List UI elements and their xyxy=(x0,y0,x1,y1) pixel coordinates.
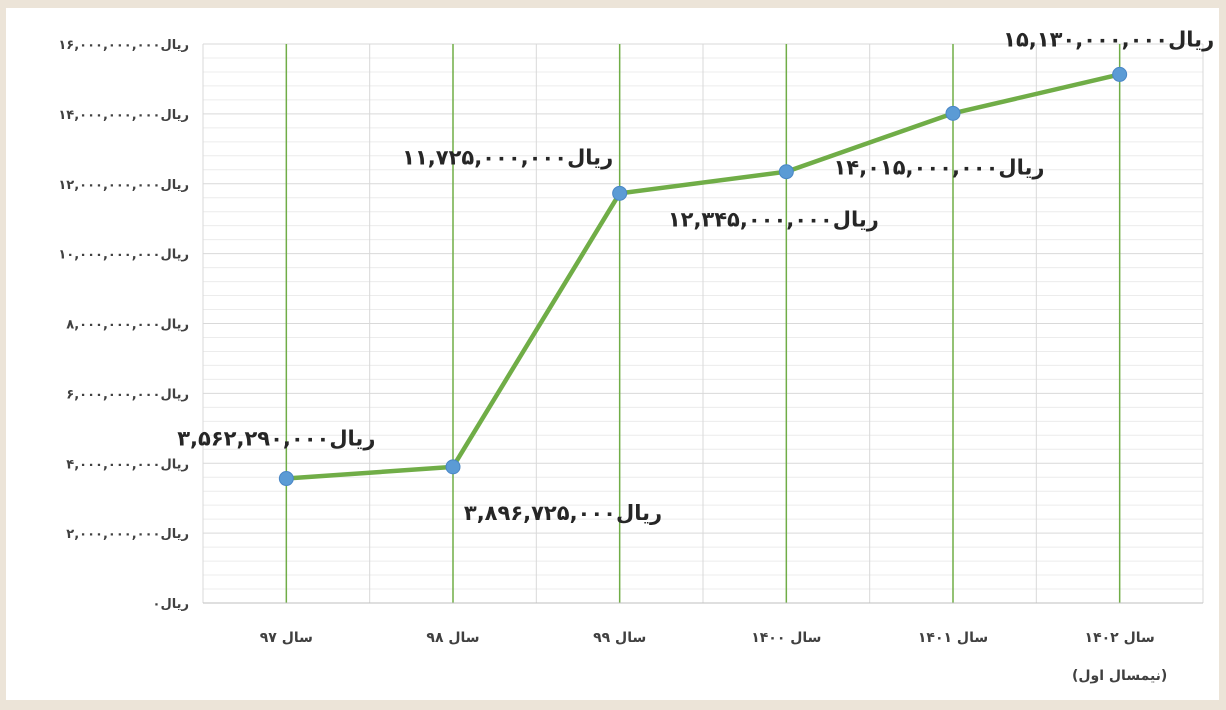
data-label: ریال۱۱,۷۲۵,۰۰۰,۰۰۰ xyxy=(402,145,613,169)
data-label: ریال۳,۵۶۲,۲۹۰,۰۰۰ xyxy=(177,427,375,451)
x-tick-label: سال ۱۴۰۲ xyxy=(1085,630,1155,646)
y-tick-label: ریال۱۲,۰۰۰,۰۰۰,۰۰۰ xyxy=(58,178,189,193)
x-tick-label: سال ۹۹ xyxy=(593,630,646,646)
y-tick-label: ریال۱۰,۰۰۰,۰۰۰,۰۰۰ xyxy=(58,248,189,263)
category-lines xyxy=(285,44,1121,603)
data-point-marker xyxy=(778,164,794,180)
plot-background xyxy=(6,8,1219,700)
y-tick-label: ریال۶,۰۰۰,۰۰۰,۰۰۰ xyxy=(66,387,189,402)
data-point-marker xyxy=(945,105,961,121)
major-gridlines xyxy=(202,43,1204,604)
data-point-marker xyxy=(278,471,294,487)
data-labels: ریال۳,۵۶۲,۲۹۰,۰۰۰ ریال۳,۸۹۶,۷۲۵,۰۰۰ ریال۱۱… xyxy=(177,27,1214,524)
y-tick-label: ریال۴,۰۰۰,۰۰۰,۰۰۰ xyxy=(66,457,189,472)
series-group xyxy=(278,66,1128,487)
x-tick-label: سال ۱۴۰۱ xyxy=(918,630,988,646)
x-tick-sublabel: (نیمسال اول) xyxy=(1072,668,1167,684)
x-tick-label: سال ۹۷ xyxy=(260,630,313,646)
data-label: ریال۳,۸۹۶,۷۲۵,۰۰۰ xyxy=(464,501,662,525)
series-line xyxy=(284,72,1122,481)
y-tick-label: ریال۸,۰۰۰,۰۰۰,۰۰۰ xyxy=(66,318,189,333)
y-tick-label: ریال۱۶,۰۰۰,۰۰۰,۰۰۰ xyxy=(58,38,189,53)
y-tick-label: ریال۰ xyxy=(153,597,189,612)
data-point-marker xyxy=(612,185,628,201)
y-axis-ticks: ریال۰ ریال۲,۰۰۰,۰۰۰,۰۰۰ ریال۴,۰۰۰,۰۰۰,۰۰۰ ر… xyxy=(58,38,189,612)
data-label: ریال۱۵,۱۳۰,۰۰۰,۰۰۰ xyxy=(1003,27,1214,51)
data-label: ریال۱۴,۰۱۵,۰۰۰,۰۰۰ xyxy=(833,155,1044,179)
data-point-marker xyxy=(1112,66,1128,82)
y-tick-label: ریال۲,۰۰۰,۰۰۰,۰۰۰ xyxy=(66,527,189,542)
y-tick-label: ریال۱۴,۰۰۰,۰۰۰,۰۰۰ xyxy=(58,108,189,123)
data-label: ریال۱۲,۳۴۵,۰۰۰,۰۰۰ xyxy=(668,208,879,232)
x-tick-label: سال ۱۴۰۰ xyxy=(751,630,821,646)
x-tick-label: سال ۹۸ xyxy=(426,630,479,646)
x-axis-ticks: سال ۹۷ سال ۹۸ سال ۹۹ سال ۱۴۰۰ سال ۱۴۰۱ سال ۱۴… xyxy=(260,630,1168,684)
data-point-marker xyxy=(445,459,461,475)
